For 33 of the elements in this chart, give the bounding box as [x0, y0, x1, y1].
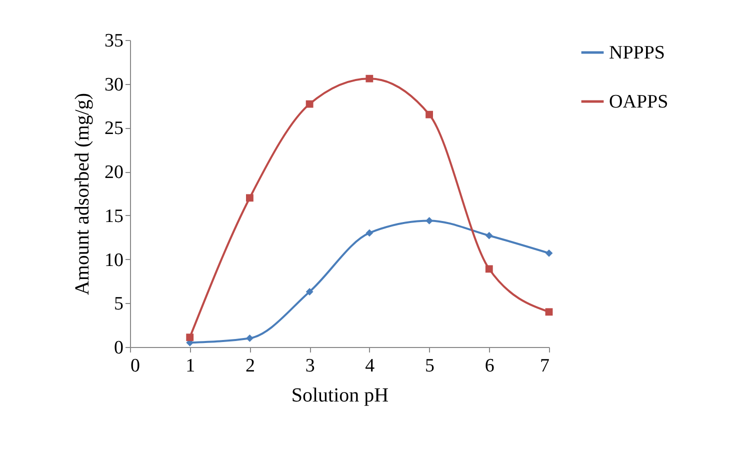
y-tick-label: 35 — [104, 30, 124, 52]
point — [366, 74, 374, 82]
x-tick-label: 3 — [305, 356, 315, 376]
y-tick-label: 0 — [114, 338, 124, 358]
point — [246, 334, 254, 342]
y-tick-label: 5 — [114, 294, 124, 315]
y-tick-label: 30 — [104, 74, 124, 96]
x-tick-label: 7 — [540, 356, 550, 376]
x-tick-label: 2 — [245, 356, 255, 376]
legend-label: NPPPS — [609, 42, 665, 64]
y-tick-label: 20 — [104, 162, 124, 184]
point — [545, 249, 553, 257]
point — [426, 110, 433, 118]
point — [306, 100, 314, 108]
point — [186, 334, 194, 342]
point — [545, 308, 553, 316]
y-axis-title: Amount adsorbed (mg/g) — [72, 92, 94, 296]
point — [306, 288, 314, 296]
x-tick-label: 6 — [484, 356, 494, 376]
y-tick-label: 10 — [104, 250, 124, 271]
point — [485, 232, 493, 240]
point — [366, 229, 374, 237]
legend-label: OAPPS — [609, 92, 668, 112]
point — [426, 216, 433, 224]
point — [485, 265, 493, 273]
x-tick-label: 0 — [130, 356, 140, 376]
x-tick-label: 1 — [186, 356, 196, 376]
x-tick-label: 4 — [365, 356, 376, 376]
y-tick-label: 25 — [104, 118, 124, 140]
point — [246, 194, 254, 202]
y-tick-label: 15 — [104, 206, 124, 227]
x-axis-title: Solution pH — [291, 384, 389, 406]
x-tick-label: 5 — [425, 356, 435, 376]
